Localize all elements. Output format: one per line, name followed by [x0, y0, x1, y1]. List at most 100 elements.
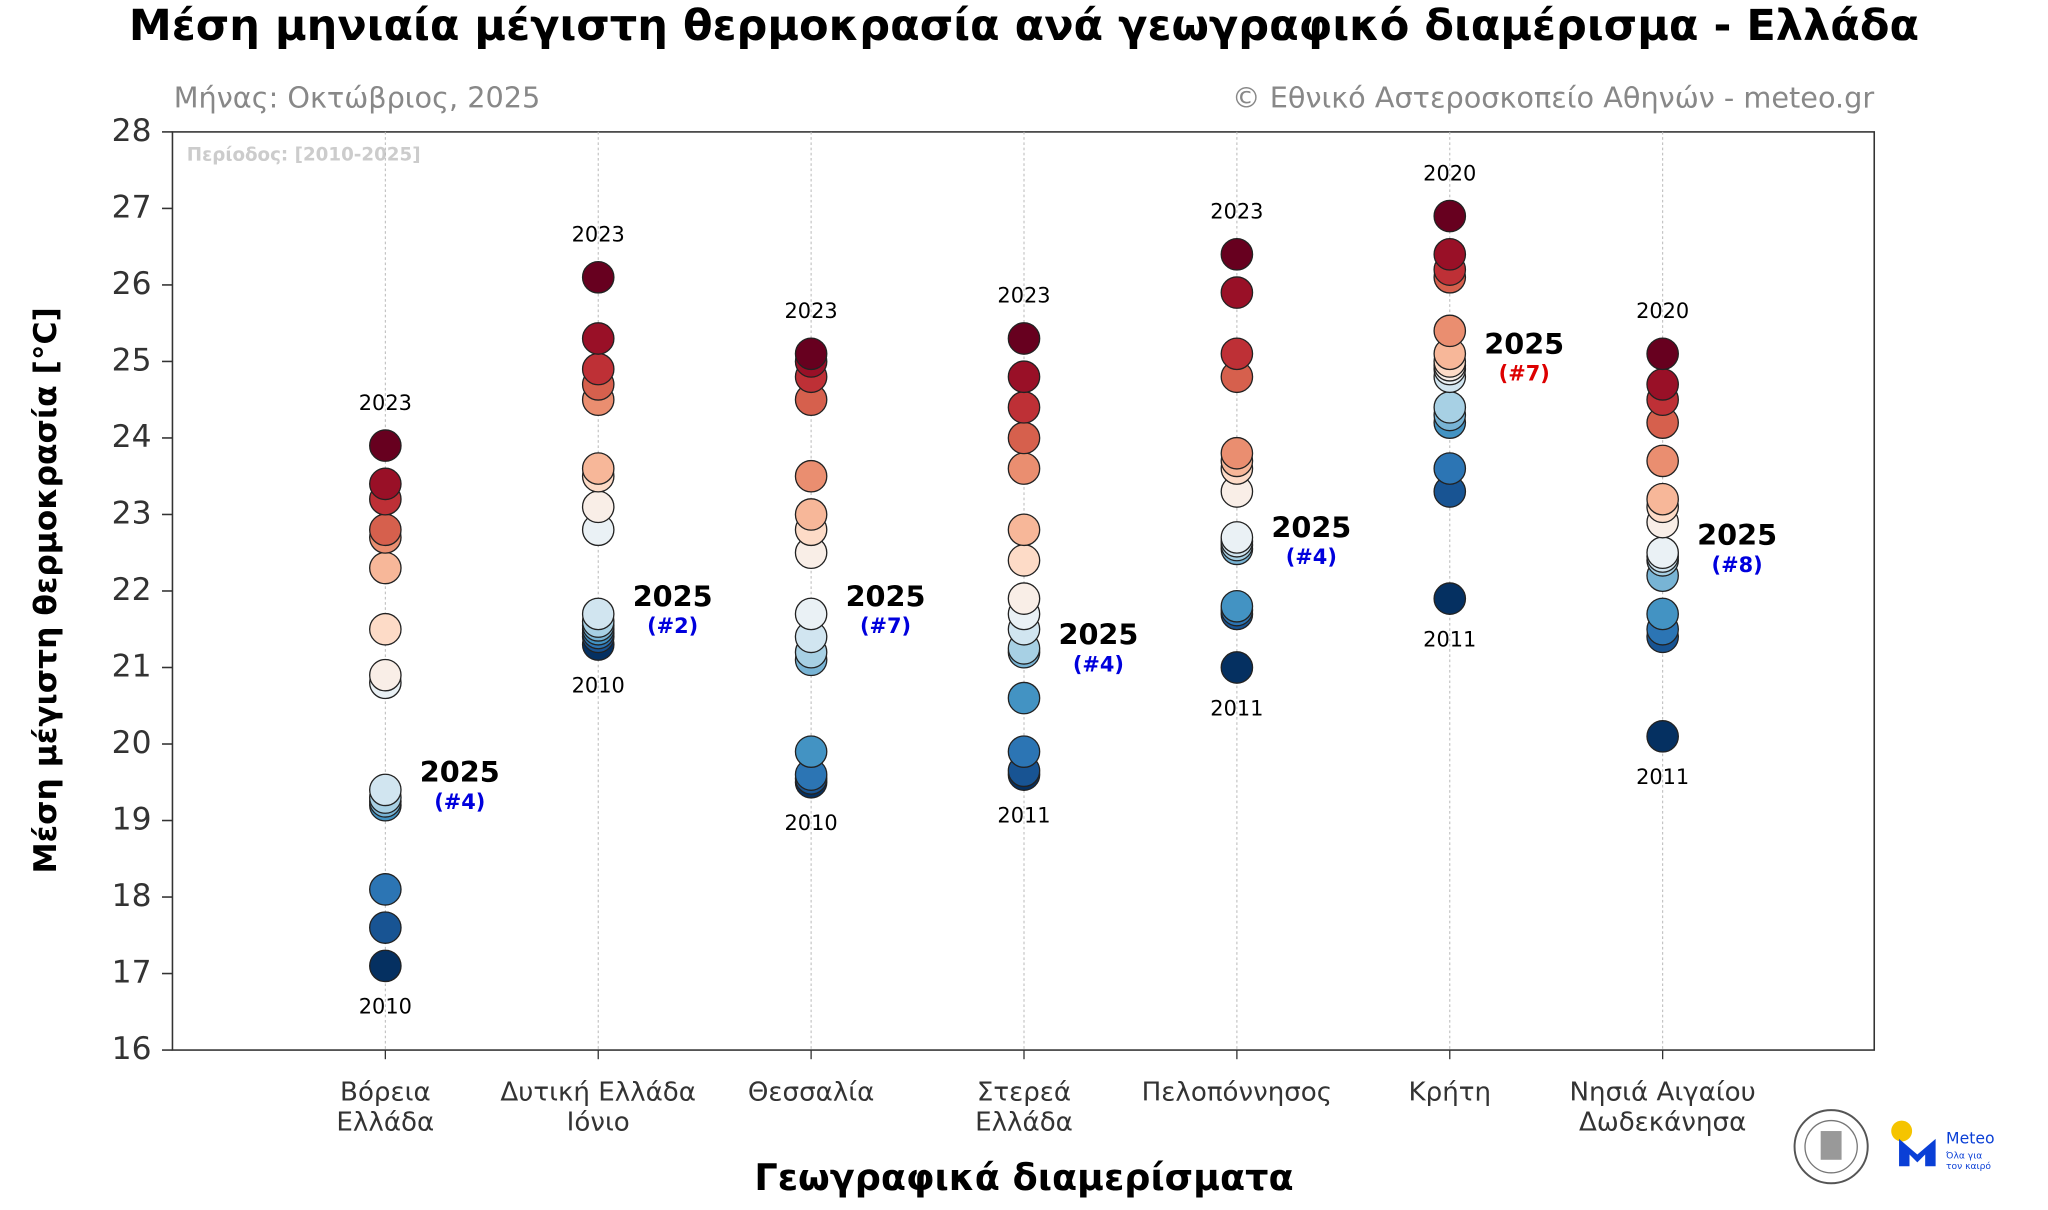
- data-point: [1220, 436, 1254, 470]
- data-point: [581, 260, 615, 294]
- highlight-label: 2025: [420, 755, 500, 789]
- logo-text: Meteo: [1946, 1128, 1995, 1147]
- data-point: [1007, 681, 1041, 715]
- y-tick-label: 23: [112, 495, 152, 531]
- max-year-label: 2020: [1636, 299, 1689, 323]
- data-point: [794, 337, 828, 371]
- x-tick-label: Ελλάδα: [975, 1108, 1073, 1138]
- y-tick-label: 25: [112, 342, 152, 378]
- data-point: [369, 873, 402, 906]
- data-point: [581, 490, 615, 524]
- x-tick-label: Δωδεκάνησα: [1579, 1108, 1746, 1138]
- y-tick-label: 24: [112, 419, 152, 455]
- x-axis-label: Γεωγραφικά διαμερίσματα: [754, 1156, 1293, 1199]
- highlight-label: 2025: [1058, 618, 1138, 652]
- min-year-label: 2010: [785, 811, 838, 835]
- data-point: [1220, 276, 1254, 309]
- data-point: [1220, 521, 1254, 554]
- data-point: [1007, 360, 1041, 394]
- max-year-label: 2023: [572, 222, 625, 246]
- data-point: [581, 352, 615, 386]
- y-tick-label: 22: [112, 572, 152, 608]
- y-tick-label: 28: [112, 113, 152, 149]
- rank-label: (#4): [1286, 545, 1337, 569]
- min-year-label: 2011: [997, 803, 1050, 827]
- x-tick-label: Ελλάδα: [336, 1108, 434, 1138]
- y-tick-label: 17: [112, 955, 152, 991]
- highlight-label: 2025: [846, 579, 926, 613]
- x-tick-label: Κρήτη: [1409, 1078, 1492, 1108]
- min-year-label: 2011: [1423, 627, 1476, 651]
- data-point: [369, 429, 402, 462]
- data-point: [1646, 720, 1679, 753]
- credit: © Εθνικό Αστεροσκοπείο Αθηνών - meteo.gr: [1232, 80, 1875, 114]
- min-year-label: 2010: [359, 995, 412, 1019]
- data-point: [1433, 452, 1467, 485]
- meteo-logo: Meteo Όλα για τον καιρό: [1891, 1120, 1995, 1172]
- data-point: [1007, 735, 1041, 768]
- rank-label: (#4): [1073, 652, 1124, 676]
- x-tick-label: Βόρεια: [340, 1078, 431, 1108]
- data-point: [369, 658, 402, 692]
- y-tick-label: 16: [112, 1031, 152, 1067]
- data-point: [1007, 582, 1041, 615]
- data-point: [1220, 589, 1254, 623]
- logo-text: τον καιρό: [1946, 1161, 1991, 1172]
- data-point: [581, 322, 615, 355]
- data-point: [1007, 391, 1041, 424]
- data-point: [1007, 544, 1041, 577]
- data-point: [581, 597, 615, 631]
- data-point: [369, 773, 402, 807]
- y-tick-label: 20: [112, 725, 152, 761]
- max-year-label: 2023: [997, 284, 1050, 308]
- chart-title: Μέση μηνιαία μέγιστη θερμοκρασία ανά γεω…: [129, 1, 1919, 51]
- data-point: [1646, 597, 1679, 631]
- highlight-label: 2025: [1484, 327, 1564, 361]
- min-year-label: 2010: [572, 673, 625, 697]
- max-year-label: 2020: [1423, 161, 1476, 185]
- data-point: [1433, 199, 1467, 233]
- data-point: [1646, 337, 1679, 371]
- data-point: [794, 498, 828, 531]
- y-axis-label: Μέση μέγιστη θερμοκρασία [°C]: [28, 307, 64, 873]
- y-tick-label: 27: [112, 189, 152, 225]
- data-point: [369, 612, 402, 646]
- period: Περίοδος: [2010-2025]: [187, 144, 421, 165]
- data-point: [794, 459, 828, 493]
- data-point: [1646, 482, 1679, 516]
- data-point: [1646, 368, 1679, 401]
- data-point: [369, 949, 402, 983]
- data-point: [1007, 421, 1041, 455]
- x-tick-label: Θεσσαλία: [748, 1078, 874, 1108]
- data-point: [1433, 314, 1467, 348]
- observatory-logo: [1793, 1109, 1869, 1185]
- data-point: [1007, 513, 1041, 547]
- max-year-label: 2023: [785, 299, 838, 323]
- rank-label: (#2): [647, 614, 698, 638]
- y-tick-label: 21: [112, 648, 152, 684]
- x-tick-label: Ιόνιο: [567, 1108, 630, 1138]
- data-point: [1433, 391, 1467, 424]
- highlight-label: 2025: [1697, 518, 1777, 552]
- y-tick-label: 26: [112, 266, 152, 302]
- data-point: [1433, 238, 1467, 271]
- rank-label: (#7): [860, 614, 911, 638]
- logo-text: Όλα για: [1945, 1150, 1982, 1161]
- max-year-label: 2023: [1210, 200, 1263, 224]
- data-point: [369, 513, 402, 547]
- rank-label: (#8): [1712, 553, 1763, 577]
- max-year-label: 2023: [359, 391, 412, 415]
- data-point: [369, 551, 402, 585]
- rank-label: (#7): [1499, 362, 1550, 386]
- data-point: [1007, 322, 1041, 355]
- x-tick-label: Δυτική Ελλάδα: [500, 1078, 696, 1108]
- data-point: [1433, 582, 1467, 615]
- data-point: [1220, 337, 1254, 371]
- data-point: [794, 735, 828, 768]
- rank-label: (#4): [434, 790, 485, 814]
- y-tick-label: 19: [112, 802, 152, 838]
- highlight-label: 2025: [1271, 510, 1351, 544]
- y-tick-label: 18: [112, 878, 152, 914]
- data-point: [794, 597, 828, 631]
